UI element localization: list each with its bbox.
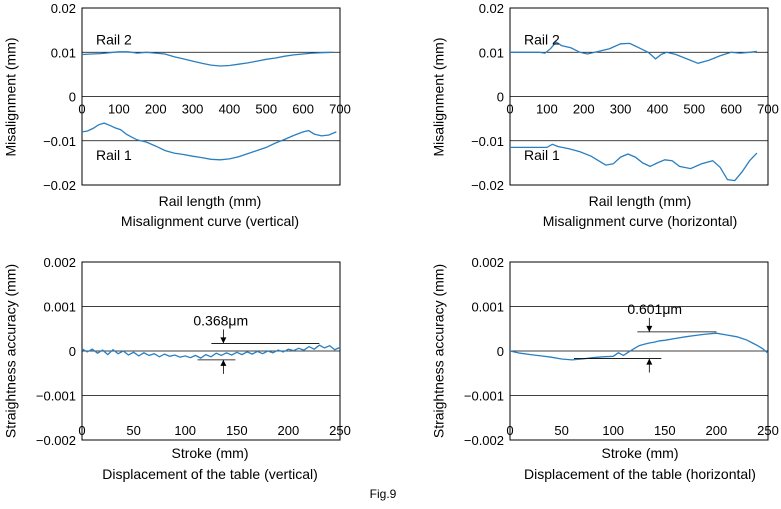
- y-tick-label: 0.02: [479, 1, 504, 16]
- y-axis-label: Misalignment (mm): [431, 37, 447, 156]
- series-label-rail-2: Rail 2: [96, 31, 132, 47]
- x-tick-label: 0: [506, 423, 513, 438]
- y-tick-label: 0.001: [43, 300, 76, 315]
- figure-caption: Fig.9: [370, 487, 397, 501]
- series-line-2: [510, 143, 758, 182]
- x-tick-label: 50: [554, 423, 568, 438]
- x-tick-label: 250: [757, 423, 779, 438]
- y-axis-label: Straightness accuracy (mm): [431, 264, 447, 438]
- x-tick-label: 0: [78, 102, 85, 117]
- deviation-label: 0.368μm: [193, 312, 248, 328]
- x-tick-label: 50: [126, 423, 140, 438]
- x-axis-label: Stroke (mm): [602, 445, 679, 461]
- series-label-rail-1: Rail 1: [96, 147, 132, 163]
- y-tick-label: 0.001: [471, 300, 504, 315]
- y-tick-label: −0.002: [36, 433, 76, 448]
- x-tick-label: 150: [654, 423, 676, 438]
- x-tick-label: 150: [226, 423, 248, 438]
- y-tick-label: −0.001: [36, 389, 76, 404]
- x-tick-label: 300: [182, 102, 204, 117]
- series-line-1: [81, 344, 341, 359]
- x-tick-label: 700: [329, 102, 351, 117]
- y-tick-label: 0.01: [51, 45, 76, 60]
- chart-caption: Misalignment curve (horizontal): [543, 213, 738, 229]
- x-axis-label: Rail length (mm): [159, 193, 262, 209]
- series-label-rail-2: Rail 2: [524, 31, 560, 47]
- x-tick-label: 200: [706, 423, 728, 438]
- series-line-2: [81, 122, 337, 161]
- y-tick-label: 0.002: [471, 255, 504, 270]
- series-line-1: [509, 332, 769, 361]
- y-tick-label: −0.01: [471, 134, 504, 149]
- y-axis-label: Straightness accuracy (mm): [3, 264, 19, 438]
- series-line-1: [510, 41, 757, 64]
- x-axis-label: Stroke (mm): [172, 445, 249, 461]
- x-tick-label: 0: [78, 423, 85, 438]
- x-tick-label: 100: [536, 102, 558, 117]
- chart-panel-2: 0.02 0.01 0 −0.01 −0.02 0 100 200 300 400 500 600 70…: [431, 1, 779, 229]
- x-tick-label: 600: [720, 102, 742, 117]
- x-tick-label: 400: [647, 102, 669, 117]
- y-tick-label: −0.02: [43, 178, 76, 193]
- chart-panel-1: 0.02 0.01 0 −0.01 −0.02 0 100 200 300 400 500 600 70…: [3, 1, 351, 229]
- y-tick-label: 0.002: [43, 255, 76, 270]
- series-line-1: [81, 51, 333, 67]
- x-tick-label: 200: [573, 102, 595, 117]
- x-tick-label: 700: [757, 102, 779, 117]
- y-tick-label: −0.002: [464, 433, 504, 448]
- dimension-arrow-head-top: [646, 325, 653, 332]
- x-tick-label: 100: [602, 423, 624, 438]
- x-tick-label: 500: [255, 102, 277, 117]
- y-tick-label: 0.01: [479, 45, 504, 60]
- series-label-rail-1: Rail 1: [524, 147, 560, 163]
- x-tick-label: 100: [174, 423, 196, 438]
- y-tick-label: 0: [497, 344, 504, 359]
- x-tick-label: 300: [610, 102, 632, 117]
- y-axis-label: Misalignment (mm): [3, 37, 19, 156]
- deviation-label: 0.601μm: [627, 301, 682, 317]
- x-tick-label: 200: [278, 423, 300, 438]
- y-tick-label: −0.02: [471, 178, 504, 193]
- y-tick-label: −0.01: [43, 134, 76, 149]
- x-tick-label: 400: [219, 102, 241, 117]
- y-tick-label: 0: [69, 344, 76, 359]
- x-tick-label: 100: [108, 102, 130, 117]
- y-tick-label: 0: [69, 90, 76, 105]
- x-axis-label: Rail length (mm): [589, 193, 692, 209]
- dimension-arrow-head-bottom: [646, 358, 653, 365]
- x-tick-label: 250: [329, 423, 351, 438]
- dimension-arrow-head-top: [220, 337, 227, 344]
- chart-caption: Displacement of the table (horizontal): [524, 466, 756, 482]
- x-tick-label: 600: [292, 102, 314, 117]
- y-tick-label: −0.001: [464, 389, 504, 404]
- x-tick-label: 500: [683, 102, 705, 117]
- y-tick-label: 0.02: [51, 1, 76, 16]
- x-tick-label: 200: [145, 102, 167, 117]
- chart-caption: Misalignment curve (vertical): [121, 213, 299, 229]
- dimension-arrow-head-bottom: [220, 359, 227, 366]
- y-tick-label: 0: [497, 90, 504, 105]
- x-tick-label: 0: [506, 102, 513, 117]
- chart-caption: Displacement of the table (vertical): [102, 466, 318, 482]
